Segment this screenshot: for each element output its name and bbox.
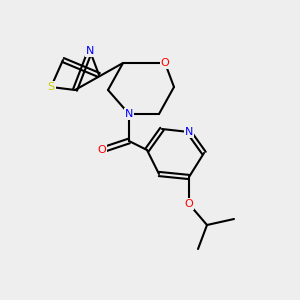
Text: O: O (98, 145, 106, 155)
Text: N: N (86, 46, 94, 56)
Text: O: O (160, 58, 169, 68)
Text: S: S (47, 82, 55, 92)
Text: O: O (184, 199, 194, 209)
Text: N: N (125, 109, 133, 119)
Text: N: N (185, 127, 193, 137)
